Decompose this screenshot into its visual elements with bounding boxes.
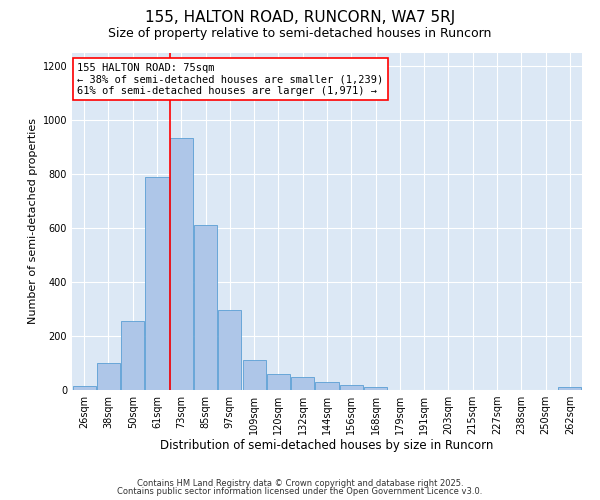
Bar bbox=[170, 138, 193, 390]
Text: 155, HALTON ROAD, RUNCORN, WA7 5RJ: 155, HALTON ROAD, RUNCORN, WA7 5RJ bbox=[145, 10, 455, 25]
Bar bbox=[242, 360, 266, 390]
Bar bbox=[559, 388, 581, 390]
Bar bbox=[194, 226, 217, 390]
Y-axis label: Number of semi-detached properties: Number of semi-detached properties bbox=[28, 118, 38, 324]
Bar bbox=[340, 384, 363, 390]
Bar bbox=[121, 321, 144, 390]
X-axis label: Distribution of semi-detached houses by size in Runcorn: Distribution of semi-detached houses by … bbox=[160, 438, 494, 452]
Bar bbox=[316, 382, 338, 390]
Bar bbox=[145, 176, 169, 390]
Text: Size of property relative to semi-detached houses in Runcorn: Size of property relative to semi-detach… bbox=[109, 28, 491, 40]
Text: Contains HM Land Registry data © Crown copyright and database right 2025.: Contains HM Land Registry data © Crown c… bbox=[137, 478, 463, 488]
Bar bbox=[218, 310, 241, 390]
Bar bbox=[291, 376, 314, 390]
Text: 155 HALTON ROAD: 75sqm
← 38% of semi-detached houses are smaller (1,239)
61% of : 155 HALTON ROAD: 75sqm ← 38% of semi-det… bbox=[77, 62, 383, 96]
Bar bbox=[364, 388, 387, 390]
Text: Contains public sector information licensed under the Open Government Licence v3: Contains public sector information licen… bbox=[118, 487, 482, 496]
Bar bbox=[267, 374, 290, 390]
Bar bbox=[97, 363, 120, 390]
Bar bbox=[73, 386, 95, 390]
